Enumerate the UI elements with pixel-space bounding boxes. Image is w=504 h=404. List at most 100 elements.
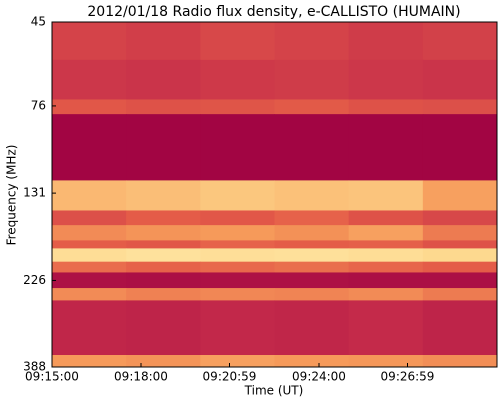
heatmap-cell (274, 288, 350, 301)
heatmap-cell (126, 99, 201, 115)
heatmap-cell (200, 248, 275, 263)
heatmap-cell (52, 210, 127, 226)
y-tick-label: 45 (31, 15, 46, 29)
heatmap-cell (274, 225, 350, 241)
chart-title: 2012/01/18 Radio flux density, e-CALLIST… (87, 4, 460, 20)
x-tick-label: 09:24:00 (292, 370, 346, 384)
heatmap-cell (348, 180, 424, 211)
heatmap-cell (422, 272, 498, 289)
heatmap-cell (126, 355, 201, 368)
heatmap-cell (348, 225, 424, 241)
heatmap-cell (126, 261, 201, 273)
heatmap-cell (422, 114, 498, 181)
heatmap-cell (274, 210, 350, 226)
heatmap-cell (200, 240, 275, 249)
heatmap-cell (200, 225, 275, 241)
x-axis-label: Time (UT) (244, 384, 304, 398)
heatmap-cell (126, 240, 201, 249)
heatmap-cell (274, 248, 350, 263)
heatmap-cell (52, 355, 127, 368)
x-tick-label: 09:26:59 (381, 370, 435, 384)
heatmap-cell (200, 180, 275, 211)
heatmap-cell (422, 240, 498, 249)
y-tick-label: 76 (31, 98, 46, 112)
heatmap-cell (274, 22, 350, 61)
heatmap-cell (200, 22, 275, 61)
heatmap-cell (200, 99, 275, 115)
heatmap-cell (422, 210, 498, 226)
x-tick-label: 09:15:00 (25, 370, 79, 384)
heatmap-cell (348, 99, 424, 115)
heatmap-cell (126, 248, 201, 263)
heatmap-cell (422, 300, 498, 356)
heatmap-cell (274, 355, 350, 368)
heatmap-cell (348, 240, 424, 249)
heatmap-cell (422, 225, 498, 241)
heatmap-cell (348, 248, 424, 263)
plot-frame (51, 21, 498, 368)
heatmap-cell (200, 210, 275, 226)
heatmap-cell (348, 22, 424, 61)
y-axis-label: Frequency (MHz) (5, 145, 19, 246)
heatmap-cell (274, 59, 350, 100)
heatmap-cell (422, 180, 498, 211)
heatmap-cell (52, 300, 127, 356)
heatmap-cell (348, 288, 424, 301)
heatmap-cell (200, 114, 275, 181)
heatmap-cell (52, 272, 127, 289)
heatmap-cell (52, 180, 127, 211)
heatmap-cell (126, 59, 201, 100)
heatmap-cell (126, 288, 201, 301)
heatmap (52, 22, 498, 368)
heatmap-cell (274, 300, 350, 356)
heatmap-cell (348, 59, 424, 100)
heatmap-cell (348, 261, 424, 273)
heatmap-cell (52, 22, 127, 61)
heatmap-cell (126, 300, 201, 356)
heatmap-cell (422, 248, 498, 263)
heatmap-cell (52, 114, 127, 181)
heatmap-cell (274, 240, 350, 249)
heatmap-cell (274, 180, 350, 211)
y-tick-label: 388 (23, 360, 46, 374)
heatmap-cell (126, 114, 201, 181)
heatmap-cell (200, 300, 275, 356)
heatmap-cell (52, 59, 127, 100)
heatmap-cell (274, 261, 350, 273)
heatmap-cell (348, 210, 424, 226)
heatmap-cell (52, 240, 127, 249)
heatmap-cell (348, 272, 424, 289)
heatmap-cell (52, 261, 127, 273)
heatmap-cell (200, 59, 275, 100)
heatmap-cell (422, 22, 498, 61)
heatmap-cell (126, 22, 201, 61)
heatmap-cell (274, 114, 350, 181)
heatmap-cell (52, 99, 127, 115)
heatmap-cell (422, 99, 498, 115)
heatmap-cell (52, 225, 127, 241)
heatmap-cell (126, 210, 201, 226)
heatmap-cell (52, 248, 127, 263)
heatmap-cell (52, 288, 127, 301)
y-tick-label: 131 (23, 186, 46, 200)
heatmap-cell (348, 355, 424, 368)
heatmap-cell (126, 272, 201, 289)
heatmap-cell (348, 300, 424, 356)
heatmap-cell (348, 114, 424, 181)
y-tick-label: 226 (23, 273, 46, 287)
heatmap-cell (422, 261, 498, 273)
heatmap-cell (422, 288, 498, 301)
heatmap-cell (274, 272, 350, 289)
x-tick-label: 09:18:00 (114, 370, 168, 384)
heatmap-cell (422, 59, 498, 100)
x-tick-label: 09:20:59 (203, 370, 257, 384)
heatmap-cell (200, 272, 275, 289)
heatmap-cell (200, 355, 275, 368)
heatmap-cell (274, 99, 350, 115)
heatmap-cell (422, 355, 498, 368)
heatmap-cell (200, 261, 275, 273)
heatmap-cell (200, 288, 275, 301)
heatmap-cell (126, 180, 201, 211)
